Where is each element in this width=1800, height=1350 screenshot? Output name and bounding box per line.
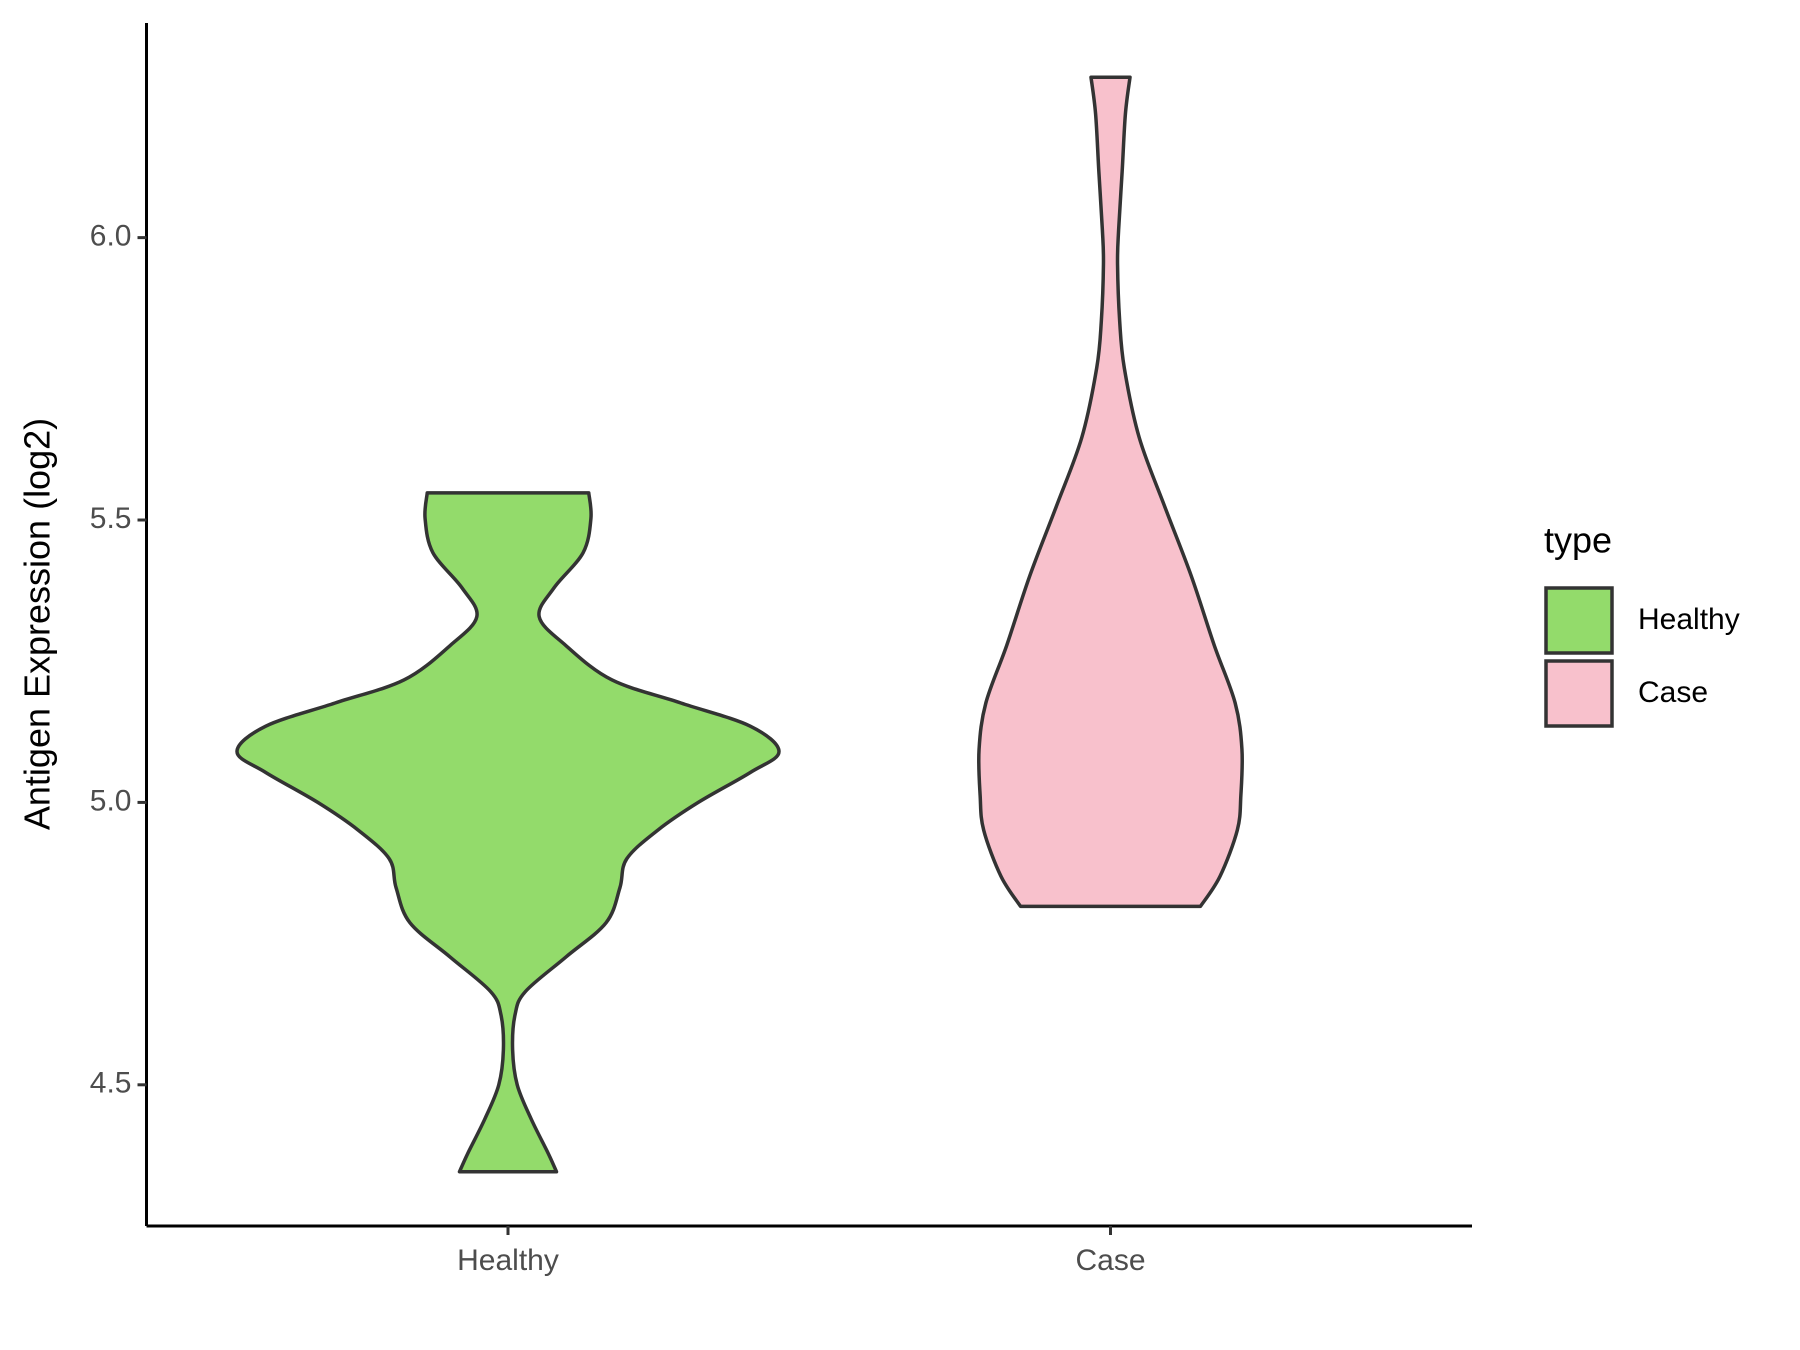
y-tick-label: 4.5 xyxy=(90,1067,132,1100)
legend-label: Healthy xyxy=(1638,603,1740,636)
legend-key xyxy=(1544,659,1614,728)
violin-fill xyxy=(976,75,1245,909)
y-tick-label: 5.0 xyxy=(90,784,132,817)
legend-key xyxy=(1544,586,1614,655)
y-tick-label: 5.5 xyxy=(90,502,132,535)
violin xyxy=(235,491,781,1174)
y-axis-label: Antigen Expression (log2) xyxy=(17,418,58,830)
x-tick-label: Healthy xyxy=(457,1244,559,1277)
y-tick-label: 6.0 xyxy=(90,220,132,253)
legend-label: Case xyxy=(1638,676,1708,709)
x-tick-label: Case xyxy=(1075,1244,1145,1277)
legend-title: type xyxy=(1544,520,1612,561)
violin xyxy=(976,75,1245,909)
violin-fill xyxy=(235,491,781,1174)
